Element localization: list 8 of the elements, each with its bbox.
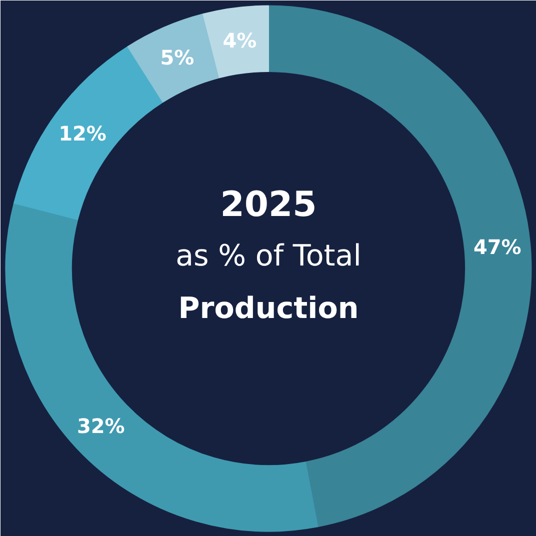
text: 2025 (220, 184, 317, 225)
data-label: 4% (222, 28, 257, 52)
data-label: 12% (58, 121, 106, 146)
data-label: 47% (473, 234, 522, 259)
data-label: 5% (160, 46, 194, 70)
text: Production (178, 290, 359, 325)
data-label: 32% (76, 414, 125, 438)
text: as % of Total (176, 238, 362, 272)
